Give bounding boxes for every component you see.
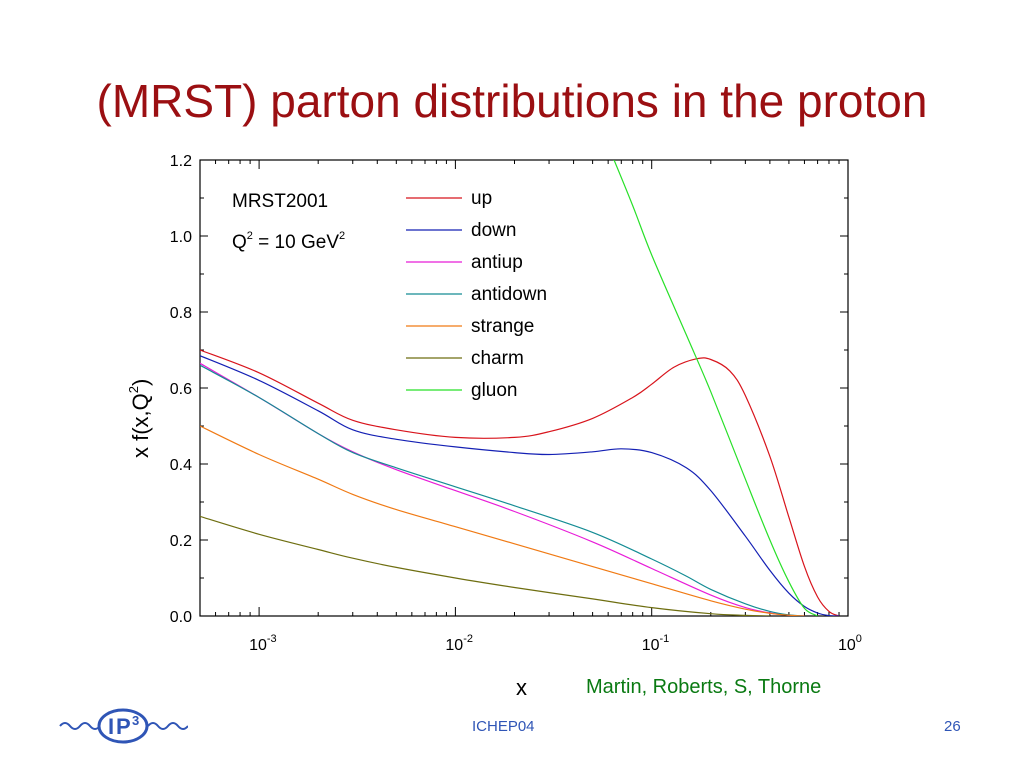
y-tick-label: 0.2 bbox=[170, 533, 192, 550]
legend-label-gluon: gluon bbox=[471, 380, 518, 401]
y-tick-label: 0.4 bbox=[170, 457, 192, 474]
legend-label-down: down bbox=[471, 220, 516, 241]
y-tick-label: 0.8 bbox=[170, 305, 192, 322]
legend-label-strange: strange bbox=[471, 316, 534, 337]
slide-title: (MRST) parton distributions in the proto… bbox=[96, 75, 928, 127]
series-line-charm bbox=[200, 515, 770, 616]
x-tick-label: 100 bbox=[838, 633, 862, 654]
axis-labels: x x f(x,Q2) bbox=[126, 379, 527, 700]
legend-label-antiup: antiup bbox=[471, 252, 523, 273]
plot-frame bbox=[199, 159, 849, 617]
x-tick-label: 10-3 bbox=[249, 633, 277, 654]
svg-text:P: P bbox=[116, 714, 131, 739]
y-tick-label: 1.2 bbox=[170, 153, 192, 170]
svg-text:I: I bbox=[108, 714, 114, 739]
ip3-logo: I P 3 bbox=[59, 708, 188, 744]
y-tick-label: 0.6 bbox=[170, 381, 192, 398]
legend-label-charm: charm bbox=[471, 348, 524, 369]
legend-label-antidown: antidown bbox=[471, 284, 547, 305]
legend: up down antiup antidown strange charm gluon bbox=[406, 188, 547, 401]
series-layer bbox=[200, 160, 840, 616]
y-tick-label: 1.0 bbox=[170, 229, 192, 246]
annotation-scale: Q2 = 10 GeV2 bbox=[232, 230, 345, 253]
author-credit: Martin, Roberts, S, Thorne bbox=[586, 676, 822, 698]
series-line-antiup bbox=[200, 362, 805, 616]
y-tick-label: 0.0 bbox=[170, 609, 192, 626]
x-tick-label: 10-1 bbox=[642, 633, 670, 654]
series-line-strange bbox=[200, 425, 805, 616]
annotation-model: MRST2001 bbox=[232, 191, 328, 212]
y-axis-label: x f(x,Q2) bbox=[126, 379, 153, 458]
svg-text:3: 3 bbox=[132, 713, 139, 728]
x-axis-label: x bbox=[516, 675, 527, 700]
legend-label-up: up bbox=[471, 188, 492, 209]
annotation: MRST2001 Q2 = 10 GeV2 bbox=[232, 191, 345, 253]
page-number: 26 bbox=[944, 718, 961, 735]
series-line-antidown bbox=[200, 364, 805, 616]
footer-conference: ICHEP04 bbox=[472, 718, 535, 735]
x-tick-label: 10-2 bbox=[445, 633, 473, 654]
series-line-up bbox=[200, 349, 840, 616]
series-line-down bbox=[200, 355, 840, 616]
series-line-gluon bbox=[613, 160, 818, 616]
axis-ticks: 0.0 0.2 0.4 0.6 0.8 1.0 1.2 10-3 10-2 10-1 100 bbox=[170, 153, 862, 654]
